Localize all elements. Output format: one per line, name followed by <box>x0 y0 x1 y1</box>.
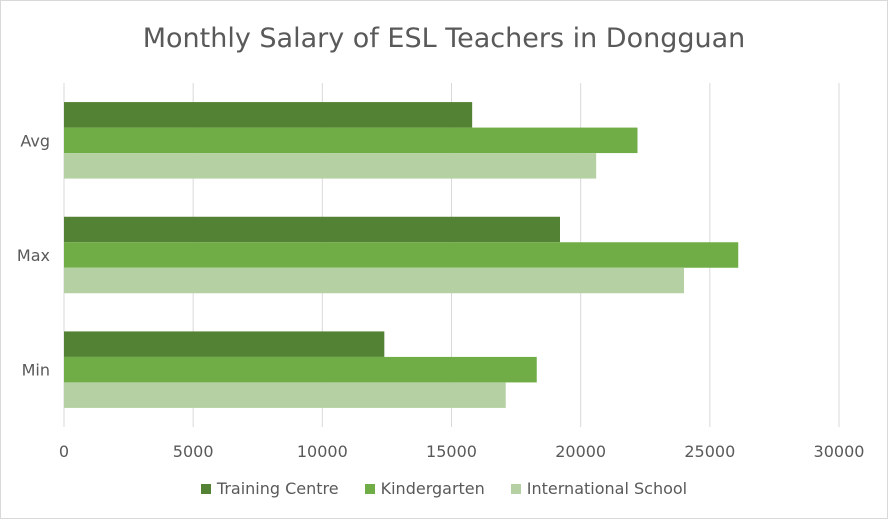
bar-min-training-centre <box>64 331 385 357</box>
x-tick-label: 25000 <box>684 442 735 461</box>
x-tick-labels: 0 5000 10000 15000 20000 25000 30000 <box>59 442 865 461</box>
bar-avg-training-centre <box>64 102 473 128</box>
legend-label: Training Centre <box>216 479 339 498</box>
y-tick-label: Min <box>22 361 50 380</box>
legend: Training Centre Kindergarten International… <box>1 479 887 498</box>
legend-item: Kindergarten <box>364 479 485 498</box>
bar-min-international-school <box>64 382 506 408</box>
x-tick-label: 5000 <box>173 442 214 461</box>
bar-max-kindergarten <box>64 242 739 268</box>
legend-swatch <box>364 483 375 494</box>
bar-max-training-centre <box>64 216 560 243</box>
legend-label: International School <box>526 479 688 498</box>
x-tick-label: 30000 <box>814 442 865 461</box>
y-tick-label: Avg <box>20 131 50 150</box>
legend-swatch <box>510 483 521 494</box>
x-tick-label: 15000 <box>426 442 477 461</box>
legend-item: Training Centre <box>200 479 339 498</box>
legend-swatch <box>200 483 211 494</box>
x-tick-label: 20000 <box>555 442 606 461</box>
bar-avg-international-school <box>64 153 597 179</box>
bar-min-kindergarten <box>64 356 537 383</box>
bar-max-international-school <box>64 267 684 294</box>
bar-avg-kindergarten <box>64 127 638 154</box>
legend-label: Kindergarten <box>380 479 485 498</box>
x-tick-label: 0 <box>59 442 69 461</box>
legend-item: International School <box>510 479 688 498</box>
y-tick-labels: Avg Max Min <box>17 131 50 379</box>
chart-title: Monthly Salary of ESL Teachers in Donggu… <box>143 23 746 54</box>
x-tick-label: 10000 <box>297 442 348 461</box>
y-tick-label: Max <box>17 246 50 265</box>
bars <box>64 102 739 408</box>
